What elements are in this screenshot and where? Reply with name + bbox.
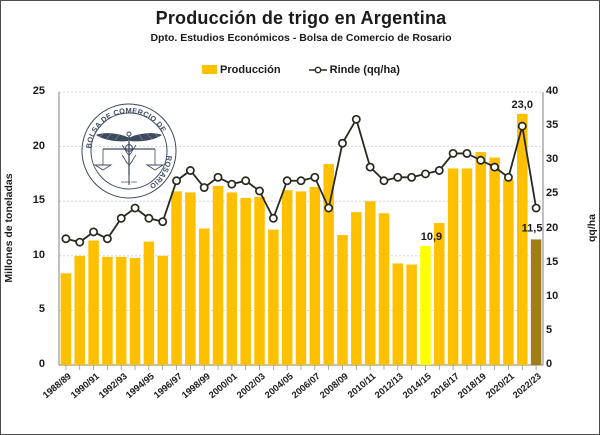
svg-text:10,9: 10,9 [421, 231, 442, 243]
svg-text:DESDE 1884: DESDE 1884 [121, 180, 137, 184]
svg-text:23,0: 23,0 [512, 99, 533, 111]
svg-text:11,5: 11,5 [522, 222, 543, 234]
